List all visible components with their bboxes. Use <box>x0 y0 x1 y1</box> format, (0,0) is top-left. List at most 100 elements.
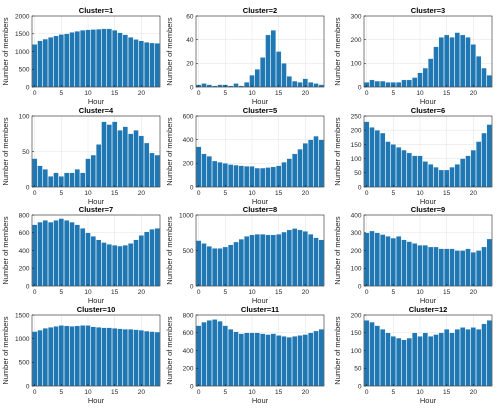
bar-hour-21 <box>308 234 314 287</box>
bar-hour-7 <box>401 239 407 287</box>
bar-hour-18 <box>128 37 134 88</box>
bar-hour-12 <box>260 333 266 387</box>
axes-frame <box>363 15 493 88</box>
x-tick-label: 15 <box>275 90 283 97</box>
bar-hour-7 <box>233 164 239 188</box>
bar-hour-11 <box>90 29 96 88</box>
bar-hour-14 <box>438 332 444 387</box>
bar-hour-20 <box>470 252 476 287</box>
bar-hour-3 <box>48 176 54 188</box>
x-axis-label: Hour <box>252 97 269 106</box>
bar-hour-0 <box>32 224 38 287</box>
x-tick-label: 20 <box>470 190 478 197</box>
x-tick-label: 15 <box>443 289 451 296</box>
bar-hour-21 <box>144 142 150 188</box>
y-tick-label: 50 <box>22 149 30 156</box>
bar-hour-16 <box>281 63 287 88</box>
y-axis-label: Number of members <box>165 117 174 186</box>
bar-hour-2 <box>42 169 48 188</box>
y-tick-label: 200 <box>351 312 362 319</box>
bar-hour-21 <box>144 330 150 387</box>
y-axis-label: Number of members <box>333 216 342 285</box>
bar-hour-19 <box>133 130 139 188</box>
bar-hour-19 <box>133 329 139 387</box>
bar-hour-3 <box>380 329 386 387</box>
bar-hour-21 <box>476 250 482 287</box>
bar-hour-9 <box>244 236 250 287</box>
x-tick-label: 10 <box>248 289 256 296</box>
y-tick-label: 800 <box>183 312 194 319</box>
y-tick-label: 0 <box>358 383 362 390</box>
bar-hour-21 <box>308 82 314 88</box>
bar-hour-17 <box>454 329 460 387</box>
bar-hour-11 <box>422 245 428 287</box>
bar-hour-13 <box>265 167 271 188</box>
x-tick-label: 0 <box>365 389 369 396</box>
bar-hour-15 <box>276 165 282 188</box>
bar-hour-17 <box>122 245 128 287</box>
bar-hour-4 <box>53 326 59 387</box>
bar-hour-14 <box>270 30 276 88</box>
bar-hour-23 <box>154 228 160 287</box>
bar-hour-18 <box>128 329 134 387</box>
y-tick-label: 50 <box>354 170 362 177</box>
bar-hour-5 <box>58 34 64 88</box>
bar-hour-18 <box>128 133 134 188</box>
x-axis-label: Hour <box>88 97 105 106</box>
bar-hour-18 <box>460 327 466 387</box>
y-tick-label: 1500 <box>15 312 30 319</box>
x-tick-label: 5 <box>60 190 64 197</box>
bar-hour-0 <box>196 325 202 387</box>
bar-hour-7 <box>69 172 75 188</box>
x-tick-label: 5 <box>392 289 396 296</box>
y-tick-label: 100 <box>351 156 362 163</box>
y-tick-label: 0 <box>26 283 30 290</box>
bar-hour-19 <box>465 248 471 287</box>
y-tick-label: 300 <box>351 230 362 237</box>
x-tick-label: 10 <box>248 190 256 197</box>
bar-hour-13 <box>101 28 107 88</box>
bar-hour-13 <box>101 242 107 287</box>
bar-hour-12 <box>428 58 434 88</box>
bar-hour-15 <box>112 30 118 88</box>
y-axis-label: Number of members <box>333 17 342 86</box>
x-tick-label: 0 <box>197 289 201 296</box>
axes-frame <box>363 115 493 188</box>
x-axis-label: Hour <box>420 197 437 206</box>
y-axis-label: Number of members <box>165 17 174 86</box>
x-tick-label: 5 <box>224 190 228 197</box>
x-tick-label: 15 <box>443 389 451 396</box>
bar-hour-3 <box>212 248 218 287</box>
y-tick-label: 300 <box>351 13 362 20</box>
chart-title: Cluster=2 <box>243 6 277 15</box>
subplot-cluster-1: 0 500 1000 1500 2000 0 5 10 15 20 Cluster=1 Hour Num… <box>1 6 161 106</box>
bar-hour-13 <box>265 34 271 88</box>
chart-title: Cluster=4 <box>79 106 114 115</box>
subplot-cluster-10: 0 500 1000 1500 0 5 10 15 20 Cluster=10 Hour Number… <box>1 305 161 405</box>
bar-hour-5 <box>222 325 228 387</box>
y-tick-label: 0 <box>190 383 194 390</box>
bar-hour-19 <box>133 39 139 88</box>
y-tick-label: 600 <box>19 230 30 237</box>
bar-hour-15 <box>276 234 282 287</box>
bar-hour-16 <box>117 130 123 188</box>
bar-hour-23 <box>486 124 492 188</box>
bar-hour-16 <box>281 231 287 287</box>
bar-hour-23 <box>318 139 324 188</box>
x-tick-label: 10 <box>84 389 92 396</box>
bar-hour-6 <box>228 244 234 287</box>
bar-hour-13 <box>265 234 271 287</box>
chart-title: Cluster=3 <box>411 6 445 15</box>
bar-hour-16 <box>117 32 123 88</box>
bar-hour-4 <box>217 248 223 287</box>
y-tick-label: 100 <box>19 113 30 120</box>
bar-hour-22 <box>313 135 319 188</box>
y-tick-label: 2000 <box>15 13 30 20</box>
bar-hour-2 <box>206 246 212 287</box>
bar-hour-1 <box>369 79 375 88</box>
bar-hour-17 <box>286 76 292 88</box>
x-tick-label: 20 <box>138 190 146 197</box>
bar-hour-11 <box>254 69 260 88</box>
bar-hour-23 <box>486 320 492 387</box>
bar-hour-21 <box>308 332 314 387</box>
